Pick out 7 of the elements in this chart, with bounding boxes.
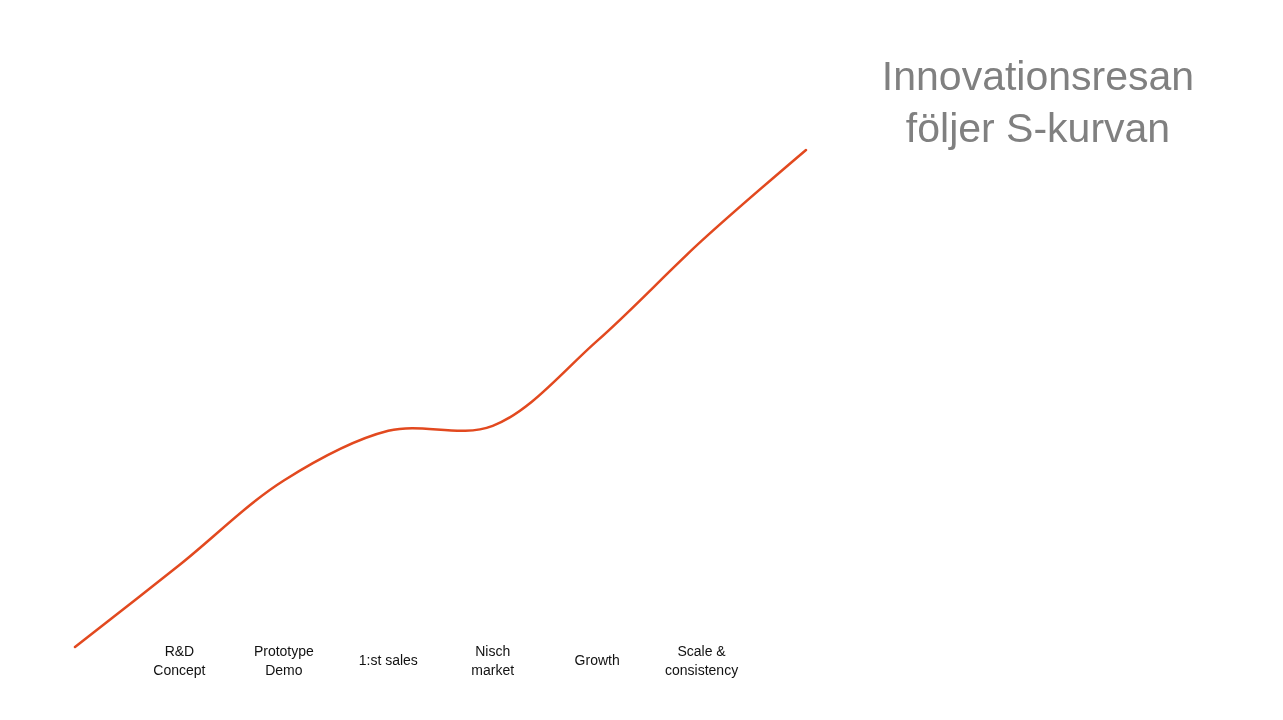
x-tick-label: Growth	[574, 652, 620, 668]
x-tick-label: Prototype Demo	[253, 642, 315, 678]
x-tick-label: R&D Concept	[153, 642, 206, 678]
x-tick-label: Scale & consistency	[664, 642, 739, 678]
x-tick-label: 1:st sales	[358, 652, 418, 668]
text: Innovationsresan följer S-kurvan	[881, 53, 1195, 151]
x-tick-label: Nisch market	[471, 642, 515, 678]
